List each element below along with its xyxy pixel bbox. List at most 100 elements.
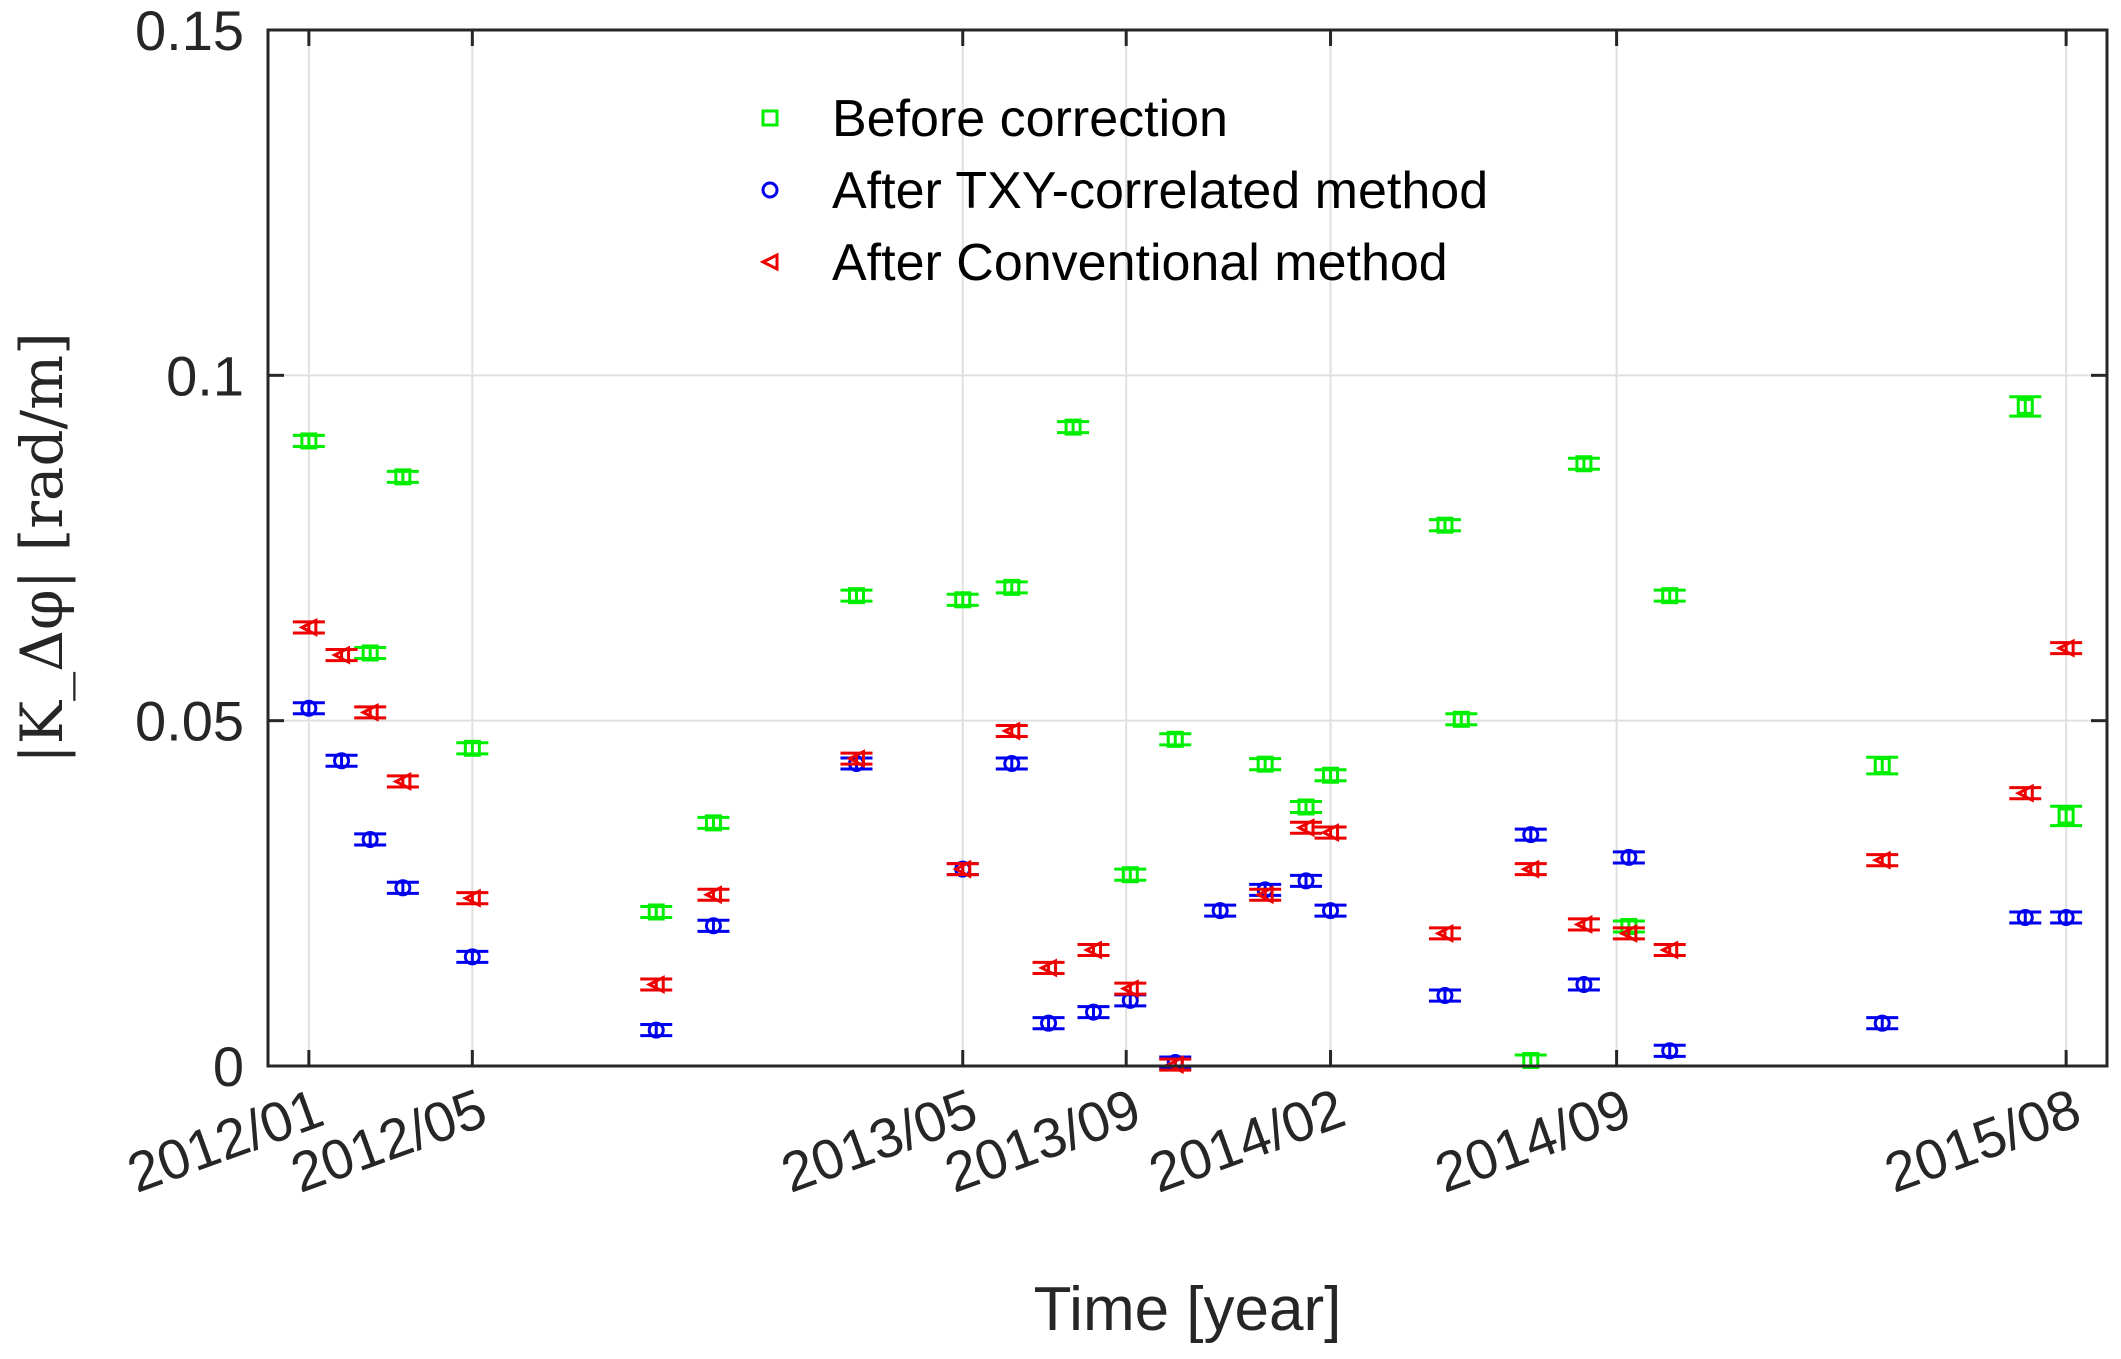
marker-square (1873, 757, 1891, 775)
legend-item: Before correction (761, 90, 1228, 148)
data-point (995, 754, 1028, 772)
data-series (292, 395, 2083, 1075)
marker-square (1436, 516, 1454, 534)
data-point (1290, 798, 1323, 816)
marker-square (1003, 578, 1021, 596)
data-point (1653, 1042, 1686, 1060)
marker-square (1575, 455, 1593, 473)
marker-square (1166, 730, 1184, 748)
data-point (2009, 395, 2042, 418)
data-point (1514, 859, 1547, 879)
data-point (2009, 909, 2042, 927)
data-point (1314, 766, 1347, 784)
data-point (640, 903, 673, 921)
marker-triangle-left (846, 749, 865, 769)
marker-triangle-left (392, 772, 412, 791)
marker-circle (1040, 1014, 1058, 1032)
data-point (1249, 885, 1282, 905)
marker-circle (647, 1021, 665, 1039)
marker-square (463, 739, 481, 757)
data-point (1866, 755, 1899, 776)
marker-circle (463, 948, 481, 966)
data-point (1653, 940, 1686, 960)
data-point (292, 617, 325, 637)
marker-triangle-left (1618, 923, 1638, 943)
legend-label: After Conventional method (832, 234, 1448, 292)
data-point (1612, 848, 1645, 866)
marker-square (1121, 866, 1139, 884)
data-point (1290, 818, 1323, 838)
data-point (2050, 804, 2083, 828)
marker-square (1452, 710, 1470, 728)
marker-circle (1661, 1042, 1679, 1060)
marker-triangle-left (1871, 850, 1891, 870)
plot-area (268, 30, 2107, 1066)
marker-square (1256, 755, 1274, 773)
marker-triangle-left (1295, 818, 1315, 838)
marker-square (2057, 807, 2075, 825)
marker-square (704, 814, 722, 832)
marker-triangle-left (1254, 885, 1274, 905)
marker-square (1322, 766, 1340, 784)
data-point (456, 948, 489, 966)
marker-triangle-left (1083, 940, 1103, 960)
data-point (1314, 823, 1347, 842)
data-point (1866, 850, 1899, 870)
marker-square (1297, 798, 1315, 816)
data-point (292, 699, 325, 717)
marker-square (394, 468, 412, 486)
data-point (325, 645, 358, 665)
data-point (2009, 783, 2042, 803)
data-point (1514, 826, 1547, 844)
axes-box (266, 28, 2109, 1068)
axis-ticks (268, 28, 2107, 1068)
data-point (354, 644, 387, 662)
data-point (1077, 940, 1110, 960)
data-point (1866, 1014, 1899, 1032)
y-tick-label: 0.15 (135, 0, 244, 62)
marker-circle (1575, 976, 1593, 994)
data-point (386, 772, 419, 791)
data-point (1204, 902, 1237, 920)
data-point (1428, 516, 1461, 534)
data-point (1567, 976, 1600, 994)
y-tick-label: 0 (213, 1035, 244, 1098)
legend-marker-circle (761, 181, 779, 199)
data-point (386, 468, 419, 486)
data-point (1032, 958, 1065, 978)
legend-marker-triangle-left (759, 252, 779, 272)
legend-marker-square (761, 109, 779, 127)
legend-label: After TXY-correlated method (832, 162, 1488, 220)
marker-triangle-left (1434, 923, 1454, 943)
data-point (1428, 987, 1461, 1005)
data-point (1114, 979, 1147, 999)
marker-square (647, 903, 665, 921)
marker-circle (1085, 1003, 1103, 1021)
data-point (1249, 755, 1282, 773)
marker-triangle-left (2055, 638, 2075, 658)
data-point (640, 975, 673, 994)
y-tick-label: 0.1 (166, 344, 244, 407)
data-point (1445, 710, 1478, 728)
marker-square (1661, 587, 1679, 605)
marker-triangle-left (1001, 721, 1021, 741)
marker-circle (1873, 1014, 1891, 1032)
marker-triangle-left (1320, 823, 1340, 842)
data-point (946, 859, 979, 879)
data-point (2050, 909, 2083, 927)
data-point (456, 739, 489, 757)
marker-triangle-left (703, 885, 722, 905)
data-point (1314, 902, 1347, 920)
data-point (1653, 587, 1686, 605)
x-axis-label: Time [year] (1034, 1275, 1342, 1344)
legend-label: Before correction (832, 90, 1228, 148)
marker-circle (1322, 902, 1340, 920)
marker-circle (333, 752, 351, 770)
marker-triangle-left (1573, 914, 1593, 934)
marker-square (1064, 418, 1082, 436)
legend: Before correction After TXY-correlated me… (759, 90, 1488, 292)
marker-square (847, 587, 865, 605)
marker-square (300, 432, 318, 450)
marker-triangle-left (645, 975, 665, 994)
